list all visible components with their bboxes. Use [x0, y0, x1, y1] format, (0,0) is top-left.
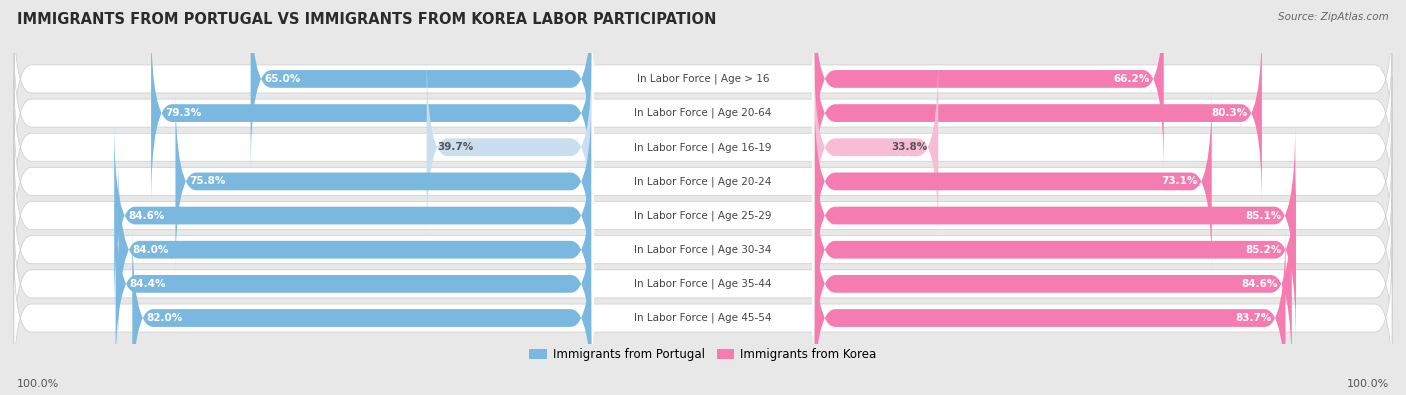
Text: 73.1%: 73.1%: [1161, 177, 1198, 186]
Text: 33.8%: 33.8%: [891, 142, 928, 152]
Text: In Labor Force | Age 45-54: In Labor Force | Age 45-54: [634, 313, 772, 323]
FancyBboxPatch shape: [14, 246, 1392, 389]
FancyBboxPatch shape: [592, 156, 814, 275]
Text: 39.7%: 39.7%: [437, 142, 474, 152]
Legend: Immigrants from Portugal, Immigrants from Korea: Immigrants from Portugal, Immigrants fro…: [530, 348, 876, 361]
Text: 79.3%: 79.3%: [165, 108, 201, 118]
Text: 84.6%: 84.6%: [128, 211, 165, 220]
Text: 75.8%: 75.8%: [190, 177, 226, 186]
Text: Source: ZipAtlas.com: Source: ZipAtlas.com: [1278, 12, 1389, 22]
FancyBboxPatch shape: [592, 19, 814, 138]
Text: 84.6%: 84.6%: [1241, 279, 1278, 289]
Text: 83.7%: 83.7%: [1236, 313, 1271, 323]
Text: In Labor Force | Age 30-34: In Labor Force | Age 30-34: [634, 245, 772, 255]
FancyBboxPatch shape: [176, 88, 592, 275]
FancyBboxPatch shape: [14, 144, 1392, 287]
FancyBboxPatch shape: [814, 224, 1285, 395]
Text: 84.0%: 84.0%: [132, 245, 169, 255]
Text: 85.2%: 85.2%: [1246, 245, 1282, 255]
FancyBboxPatch shape: [592, 122, 814, 241]
FancyBboxPatch shape: [14, 8, 1392, 150]
Text: In Labor Force | Age > 16: In Labor Force | Age > 16: [637, 74, 769, 84]
FancyBboxPatch shape: [14, 178, 1392, 321]
FancyBboxPatch shape: [14, 110, 1392, 253]
FancyBboxPatch shape: [814, 88, 1212, 275]
FancyBboxPatch shape: [814, 122, 1295, 309]
FancyBboxPatch shape: [814, 19, 1261, 207]
FancyBboxPatch shape: [814, 54, 938, 241]
FancyBboxPatch shape: [114, 122, 592, 309]
FancyBboxPatch shape: [14, 213, 1392, 355]
FancyBboxPatch shape: [115, 190, 592, 378]
FancyBboxPatch shape: [14, 76, 1392, 219]
Text: 100.0%: 100.0%: [1347, 379, 1389, 389]
FancyBboxPatch shape: [132, 224, 592, 395]
Text: 85.1%: 85.1%: [1246, 211, 1281, 220]
Text: In Labor Force | Age 25-29: In Labor Force | Age 25-29: [634, 210, 772, 221]
FancyBboxPatch shape: [814, 156, 1296, 343]
Text: 80.3%: 80.3%: [1212, 108, 1249, 118]
FancyBboxPatch shape: [814, 190, 1292, 378]
FancyBboxPatch shape: [592, 190, 814, 309]
Text: 66.2%: 66.2%: [1114, 74, 1150, 84]
Text: In Labor Force | Age 20-24: In Labor Force | Age 20-24: [634, 176, 772, 187]
Text: In Labor Force | Age 16-19: In Labor Force | Age 16-19: [634, 142, 772, 152]
FancyBboxPatch shape: [118, 156, 592, 343]
Text: In Labor Force | Age 20-64: In Labor Force | Age 20-64: [634, 108, 772, 118]
Text: 65.0%: 65.0%: [264, 74, 301, 84]
Text: 84.4%: 84.4%: [129, 279, 166, 289]
FancyBboxPatch shape: [14, 42, 1392, 184]
FancyBboxPatch shape: [592, 224, 814, 343]
Text: In Labor Force | Age 35-44: In Labor Force | Age 35-44: [634, 278, 772, 289]
FancyBboxPatch shape: [592, 54, 814, 173]
FancyBboxPatch shape: [592, 259, 814, 378]
FancyBboxPatch shape: [150, 19, 592, 207]
FancyBboxPatch shape: [426, 54, 592, 241]
Text: 100.0%: 100.0%: [17, 379, 59, 389]
Text: IMMIGRANTS FROM PORTUGAL VS IMMIGRANTS FROM KOREA LABOR PARTICIPATION: IMMIGRANTS FROM PORTUGAL VS IMMIGRANTS F…: [17, 12, 716, 27]
Text: 82.0%: 82.0%: [146, 313, 183, 323]
FancyBboxPatch shape: [592, 88, 814, 207]
FancyBboxPatch shape: [250, 0, 592, 173]
FancyBboxPatch shape: [814, 0, 1164, 173]
